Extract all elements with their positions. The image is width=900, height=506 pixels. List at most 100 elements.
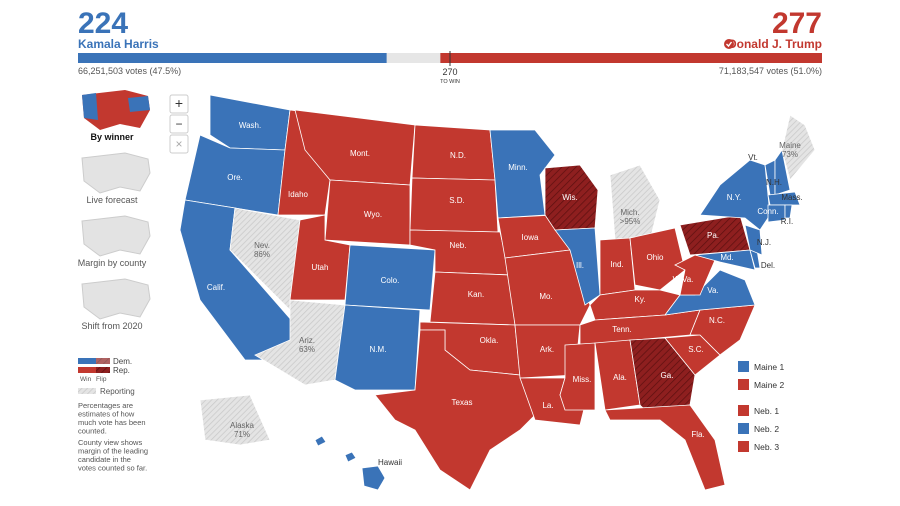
state-shape[interactable] [554, 227, 601, 306]
state-label[interactable]: S.C. [688, 345, 704, 354]
dem-name: Kamala Harris [78, 37, 159, 51]
view-thumbnail[interactable] [81, 152, 151, 194]
state-label[interactable]: N.M. [370, 345, 387, 354]
state-label[interactable]: Colo. [381, 276, 400, 285]
state-label[interactable]: Okla. [480, 336, 499, 345]
view-label[interactable]: Shift from 2020 [81, 321, 142, 331]
state-label[interactable]: Mich. [620, 208, 639, 217]
zoom-button-label[interactable]: + [175, 95, 183, 111]
state-label[interactable]: Wash. [239, 121, 261, 130]
zoom-button[interactable] [169, 114, 189, 134]
legend-win: Win [80, 376, 92, 383]
view-label[interactable]: By winner [90, 132, 134, 142]
state-label[interactable]: Ky. [635, 295, 646, 304]
state-shape[interactable] [694, 249, 756, 271]
state-label[interactable]: Idaho [288, 190, 309, 199]
state-label[interactable]: Mass. [781, 193, 802, 202]
state-shape[interactable] [344, 244, 436, 311]
state-label[interactable]: Vt. [748, 153, 758, 162]
state-shape[interactable] [409, 177, 499, 233]
state-label[interactable]: Pa. [707, 231, 719, 240]
state-label[interactable]: W.Va. [673, 275, 694, 284]
state-label[interactable]: N.C. [709, 316, 725, 325]
legend-note: candidate in the [78, 455, 131, 464]
state-label[interactable]: Alaska [230, 421, 255, 430]
state-label[interactable]: Fla. [691, 430, 704, 439]
state-shape[interactable] [489, 129, 556, 219]
view-thumbnail[interactable] [81, 215, 151, 257]
zoom-button[interactable] [169, 134, 189, 154]
district-label: Neb. 3 [754, 442, 779, 452]
state-label[interactable]: Iowa [522, 233, 539, 242]
legend-swatch [78, 358, 96, 364]
state-shape[interactable] [609, 164, 661, 241]
state-shape[interactable] [199, 394, 271, 446]
state-shape[interactable] [744, 224, 763, 256]
state-shape[interactable] [781, 114, 816, 181]
view-option[interactable] [81, 215, 151, 257]
winner-check [724, 39, 734, 49]
state-label[interactable]: N.J. [757, 238, 771, 247]
state-shape[interactable] [629, 227, 686, 291]
state-label[interactable]: Minn. [508, 163, 528, 172]
state-shape[interactable] [314, 435, 386, 491]
state-label[interactable]: Kan. [468, 290, 484, 299]
state-label[interactable]: Maine [779, 141, 801, 150]
zoom-button-label[interactable]: × [175, 137, 182, 151]
state-label[interactable]: S.D. [449, 196, 465, 205]
zoom-button-label[interactable]: − [175, 117, 182, 131]
state-label[interactable]: Ohio [647, 253, 664, 262]
state-label[interactable]: Md. [720, 253, 733, 262]
view-label[interactable]: Margin by county [78, 258, 147, 268]
view-option[interactable] [82, 90, 150, 130]
district-swatch [738, 441, 749, 452]
state-label[interactable]: Ark. [540, 345, 554, 354]
state-shape[interactable] [504, 249, 591, 326]
state-label[interactable]: N.D. [450, 151, 466, 160]
state-label[interactable]: Nev. [254, 241, 270, 250]
state-shape[interactable] [784, 204, 793, 219]
legend-swatch [96, 367, 110, 373]
state-shape[interactable] [374, 329, 536, 491]
state-label[interactable]: Wis. [562, 193, 578, 202]
winner-check-mark [726, 41, 733, 48]
view-option[interactable] [81, 278, 151, 320]
state-label[interactable]: Neb. [450, 241, 467, 250]
state-label[interactable]: Miss. [573, 375, 592, 384]
state-label[interactable]: Ga. [661, 371, 674, 380]
state-label[interactable]: La. [542, 401, 553, 410]
zoom-button[interactable] [169, 94, 189, 114]
state-label[interactable]: Ind. [610, 260, 623, 269]
state-label[interactable]: Ill. [576, 261, 584, 270]
state-label[interactable]: Ala. [613, 373, 627, 382]
state-label[interactable]: N.Y. [727, 193, 742, 202]
state-label[interactable]: Hawaii [378, 458, 402, 467]
state-label[interactable]: Ariz. [299, 336, 315, 345]
state-label[interactable]: N.H. [766, 178, 782, 187]
view-thumbnail[interactable] [81, 278, 151, 320]
state-label[interactable]: Utah [312, 263, 329, 272]
district-swatch [738, 361, 749, 372]
state-label[interactable]: Mo. [539, 292, 552, 301]
view-option[interactable] [81, 152, 151, 194]
state-shape[interactable] [604, 404, 726, 491]
state-shape[interactable] [699, 159, 771, 231]
district-swatch [738, 405, 749, 416]
state-shape[interactable] [767, 204, 786, 223]
state-label[interactable]: Calif. [207, 283, 225, 292]
state-label[interactable]: Va. [707, 286, 718, 295]
state-shape[interactable] [767, 191, 801, 206]
state-label[interactable]: Mont. [350, 149, 370, 158]
state-label[interactable]: Conn. [757, 207, 778, 216]
state-label[interactable]: Del. [761, 261, 775, 270]
state-shape[interactable] [334, 304, 421, 391]
state-label[interactable]: Tenn. [612, 325, 632, 334]
state-shape[interactable] [774, 149, 791, 196]
district-swatch [738, 423, 749, 434]
view-label[interactable]: Live forecast [86, 195, 138, 205]
state-label[interactable]: Ore. [227, 173, 243, 182]
state-label[interactable]: R.I. [781, 217, 793, 226]
state-label[interactable]: Wyo. [364, 210, 382, 219]
state-label[interactable]: Texas [452, 398, 473, 407]
